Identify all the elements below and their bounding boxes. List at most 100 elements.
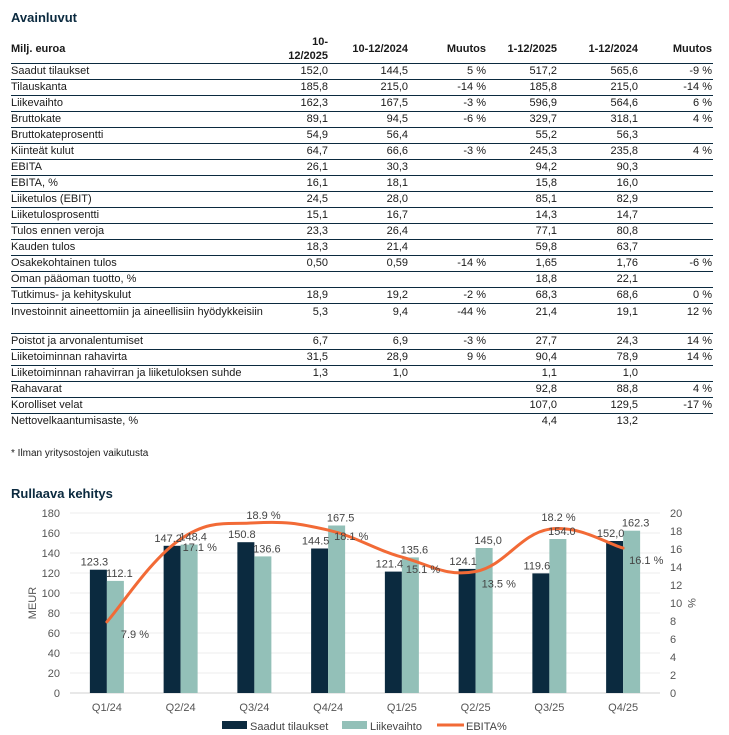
x-tick-label: Q2/24 [166, 702, 196, 714]
cell-value: 144,5 [329, 63, 409, 80]
cell-value: 30,3 [329, 159, 409, 176]
cell-value: 18,8 [487, 271, 558, 288]
cell-value [409, 207, 487, 224]
cell-value: 4 % [639, 111, 713, 128]
table-row: Osakekohtainen tulos 0,50 0,59 -14 % 1,65 1,7… [11, 255, 713, 272]
cell-value: 1,76 [558, 255, 639, 272]
cell-value: 23,3 [276, 223, 329, 240]
cell-value: 56,3 [558, 127, 639, 144]
cell-value: 16,0 [558, 175, 639, 192]
bar-orders [163, 545, 181, 693]
cell-value: 59,8 [487, 239, 558, 256]
cell-value: 6 % [639, 95, 713, 112]
cell-value [329, 381, 409, 398]
row-label: Kauden tulos [11, 239, 276, 256]
cell-value: 66,6 [329, 143, 409, 160]
footnote: * Ilman yritysostojen vaikutusta [11, 448, 149, 459]
cell-value: 215,0 [558, 79, 639, 96]
table-row: Bruttokateprosentti 54,9 56,4 55,2 56,3 [11, 127, 713, 144]
cell-value: -9 % [639, 63, 713, 80]
cell-value: 6,9 [329, 333, 409, 350]
data-label-revenue: 167.5 [327, 513, 355, 525]
cell-value: 596,9 [487, 95, 558, 112]
bar-orders [237, 542, 255, 693]
cell-value: 9,4 [329, 303, 409, 334]
cell-value: 5,3 [276, 303, 329, 334]
row-label: Investoinnit aineettomiin ja aineellisii… [11, 303, 276, 334]
cell-value: 31,5 [276, 349, 329, 366]
row-label: Rahavarat [11, 381, 276, 398]
bar-orders [384, 571, 402, 693]
cell-value: 245,3 [487, 143, 558, 160]
cell-value [639, 414, 713, 430]
column-header: Milj. euroa [11, 35, 276, 64]
y2-tick-label: 8 [670, 616, 676, 628]
legend-label-revenue: Liikevaihto [370, 721, 422, 733]
cell-value: 6,7 [276, 333, 329, 350]
data-label-revenue: 135.6 [401, 544, 429, 556]
bar-orders [311, 548, 329, 693]
legend-swatch-orders [222, 721, 247, 729]
cell-value: 12 % [639, 303, 713, 334]
data-label-ebita: 13.5 % [482, 579, 516, 591]
section-title-key-figures: Avainluvut [11, 10, 77, 25]
row-label: Poistot ja arvonalentumiset [11, 333, 276, 350]
bar-orders [89, 569, 107, 693]
cell-value: 19,2 [329, 287, 409, 304]
cell-value: 26,4 [329, 223, 409, 240]
cell-value [639, 365, 713, 382]
y-tick-label: 140 [42, 548, 60, 560]
data-label-ebita: 15.1 % [406, 564, 440, 576]
row-label: Nettovelkaantumisaste, % [11, 415, 139, 427]
cell-value [639, 239, 713, 256]
cell-value [639, 127, 713, 144]
table-row: Liiketoiminnan rahavirran ja liiketuloks… [11, 365, 713, 382]
data-label-orders: 119.6 [524, 560, 551, 572]
y2-tick-label: 6 [670, 634, 676, 646]
data-label-orders: 121.4 [376, 559, 404, 571]
cell-value [409, 239, 487, 256]
cell-value: 90,3 [558, 159, 639, 176]
y2-tick-label: 14 [670, 562, 682, 574]
bar-revenue [475, 548, 493, 693]
cell-value: 167,5 [329, 95, 409, 112]
cell-value [276, 381, 329, 398]
row-label: Bruttokate [11, 111, 276, 128]
cell-value: 107,0 [487, 397, 558, 414]
cell-value: 14,3 [487, 207, 558, 224]
y-tick-label: 20 [48, 668, 60, 680]
cell-value: 63,7 [558, 239, 639, 256]
cell-value: 28,0 [329, 191, 409, 208]
cell-value: 565,6 [558, 63, 639, 80]
cell-value: 82,9 [558, 191, 639, 208]
x-tick-label: Q4/25 [608, 702, 638, 714]
cell-value: -14 % [409, 255, 487, 272]
cell-value: 80,8 [558, 223, 639, 240]
cell-value: 19,1 [558, 303, 639, 334]
rolling-chart: 0 20 40 60 80 100 120 140 160 180 0 2 4 6 8 10 12 14 16 18 2… [27, 508, 697, 733]
cell-value: 517,2 [487, 63, 558, 80]
cell-value: -3 % [409, 95, 487, 112]
cell-value [409, 127, 487, 144]
cell-value: 89,1 [276, 111, 329, 128]
bar-revenue [549, 539, 567, 693]
cell-value [409, 381, 487, 398]
cell-value [639, 159, 713, 176]
cell-value [276, 271, 329, 288]
row-label: Liiketoiminnan rahavirran ja liiketuloks… [11, 365, 276, 382]
data-label-revenue: 154.0 [548, 526, 576, 538]
cell-value: 90,4 [487, 349, 558, 366]
y2-tick-label: 2 [670, 670, 676, 682]
data-label-orders: 152,0 [597, 528, 625, 540]
cell-value: 329,7 [487, 111, 558, 128]
legend-swatch-revenue [342, 721, 367, 729]
cell-value [639, 207, 713, 224]
cell-value: -17 % [639, 397, 713, 414]
bar-orders [458, 568, 476, 693]
x-tick-label: Q3/25 [534, 702, 564, 714]
cell-value: -3 % [409, 333, 487, 350]
y-axis-label: MEUR [27, 587, 39, 619]
cell-value: 54,9 [276, 127, 329, 144]
cell-value: 13,2 [616, 415, 638, 427]
row-label: Saadut tilaukset [11, 63, 276, 80]
